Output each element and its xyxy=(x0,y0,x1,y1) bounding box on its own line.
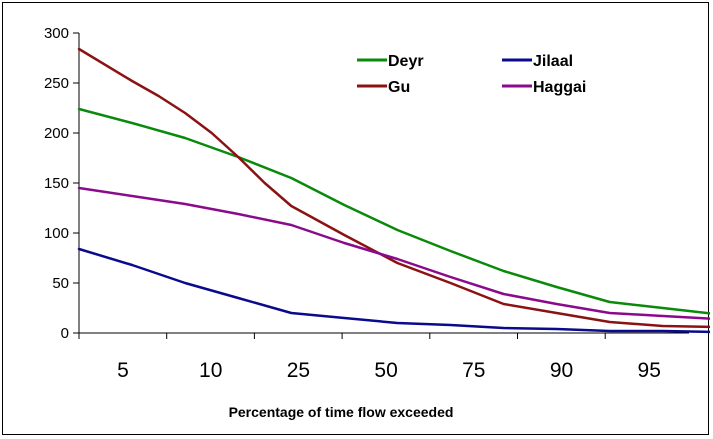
y-tick-label: 300 xyxy=(44,25,69,42)
axes: 0 50 100 150 200 250 300 5 10 25 50 75 90 95 xyxy=(44,25,689,382)
x-tick-label: 95 xyxy=(638,359,661,382)
legend-label-deyr: Deyr xyxy=(388,53,424,70)
line-chart: 0 50 100 150 200 250 300 5 10 25 50 75 90 95 Deyr Jila… xyxy=(44,25,710,420)
y-tick-label: 100 xyxy=(44,225,69,242)
y-tick-label: 50 xyxy=(52,275,69,292)
legend-label-haggai: Haggai xyxy=(533,79,586,96)
y-tick-label: 0 xyxy=(61,325,69,342)
series-line-deyr xyxy=(77,107,710,315)
y-tick-label: 250 xyxy=(44,75,69,92)
series-line-gu xyxy=(77,47,710,329)
legend: Deyr Jilaal Gu Haggai xyxy=(357,53,586,96)
x-tick-label: 10 xyxy=(199,359,222,382)
series-line-haggai xyxy=(77,186,710,320)
series-lines xyxy=(77,47,710,334)
y-tick-label: 200 xyxy=(44,125,69,142)
x-tick-label: 25 xyxy=(287,359,310,382)
x-tick-label: 90 xyxy=(550,359,573,382)
x-tick-label: 75 xyxy=(462,359,485,382)
chart-frame: 0 50 100 150 200 250 300 5 10 25 50 75 90 95 Deyr Jila… xyxy=(2,2,710,435)
x-tick-label: 5 xyxy=(117,359,129,382)
legend-label-jilaal: Jilaal xyxy=(533,53,573,70)
series-line-jilaal xyxy=(77,247,710,334)
y-tick-label: 150 xyxy=(44,175,69,192)
legend-label-gu: Gu xyxy=(388,79,410,96)
x-axis-title: Percentage of time flow exceeded xyxy=(229,404,454,420)
x-tick-label: 50 xyxy=(374,359,397,382)
